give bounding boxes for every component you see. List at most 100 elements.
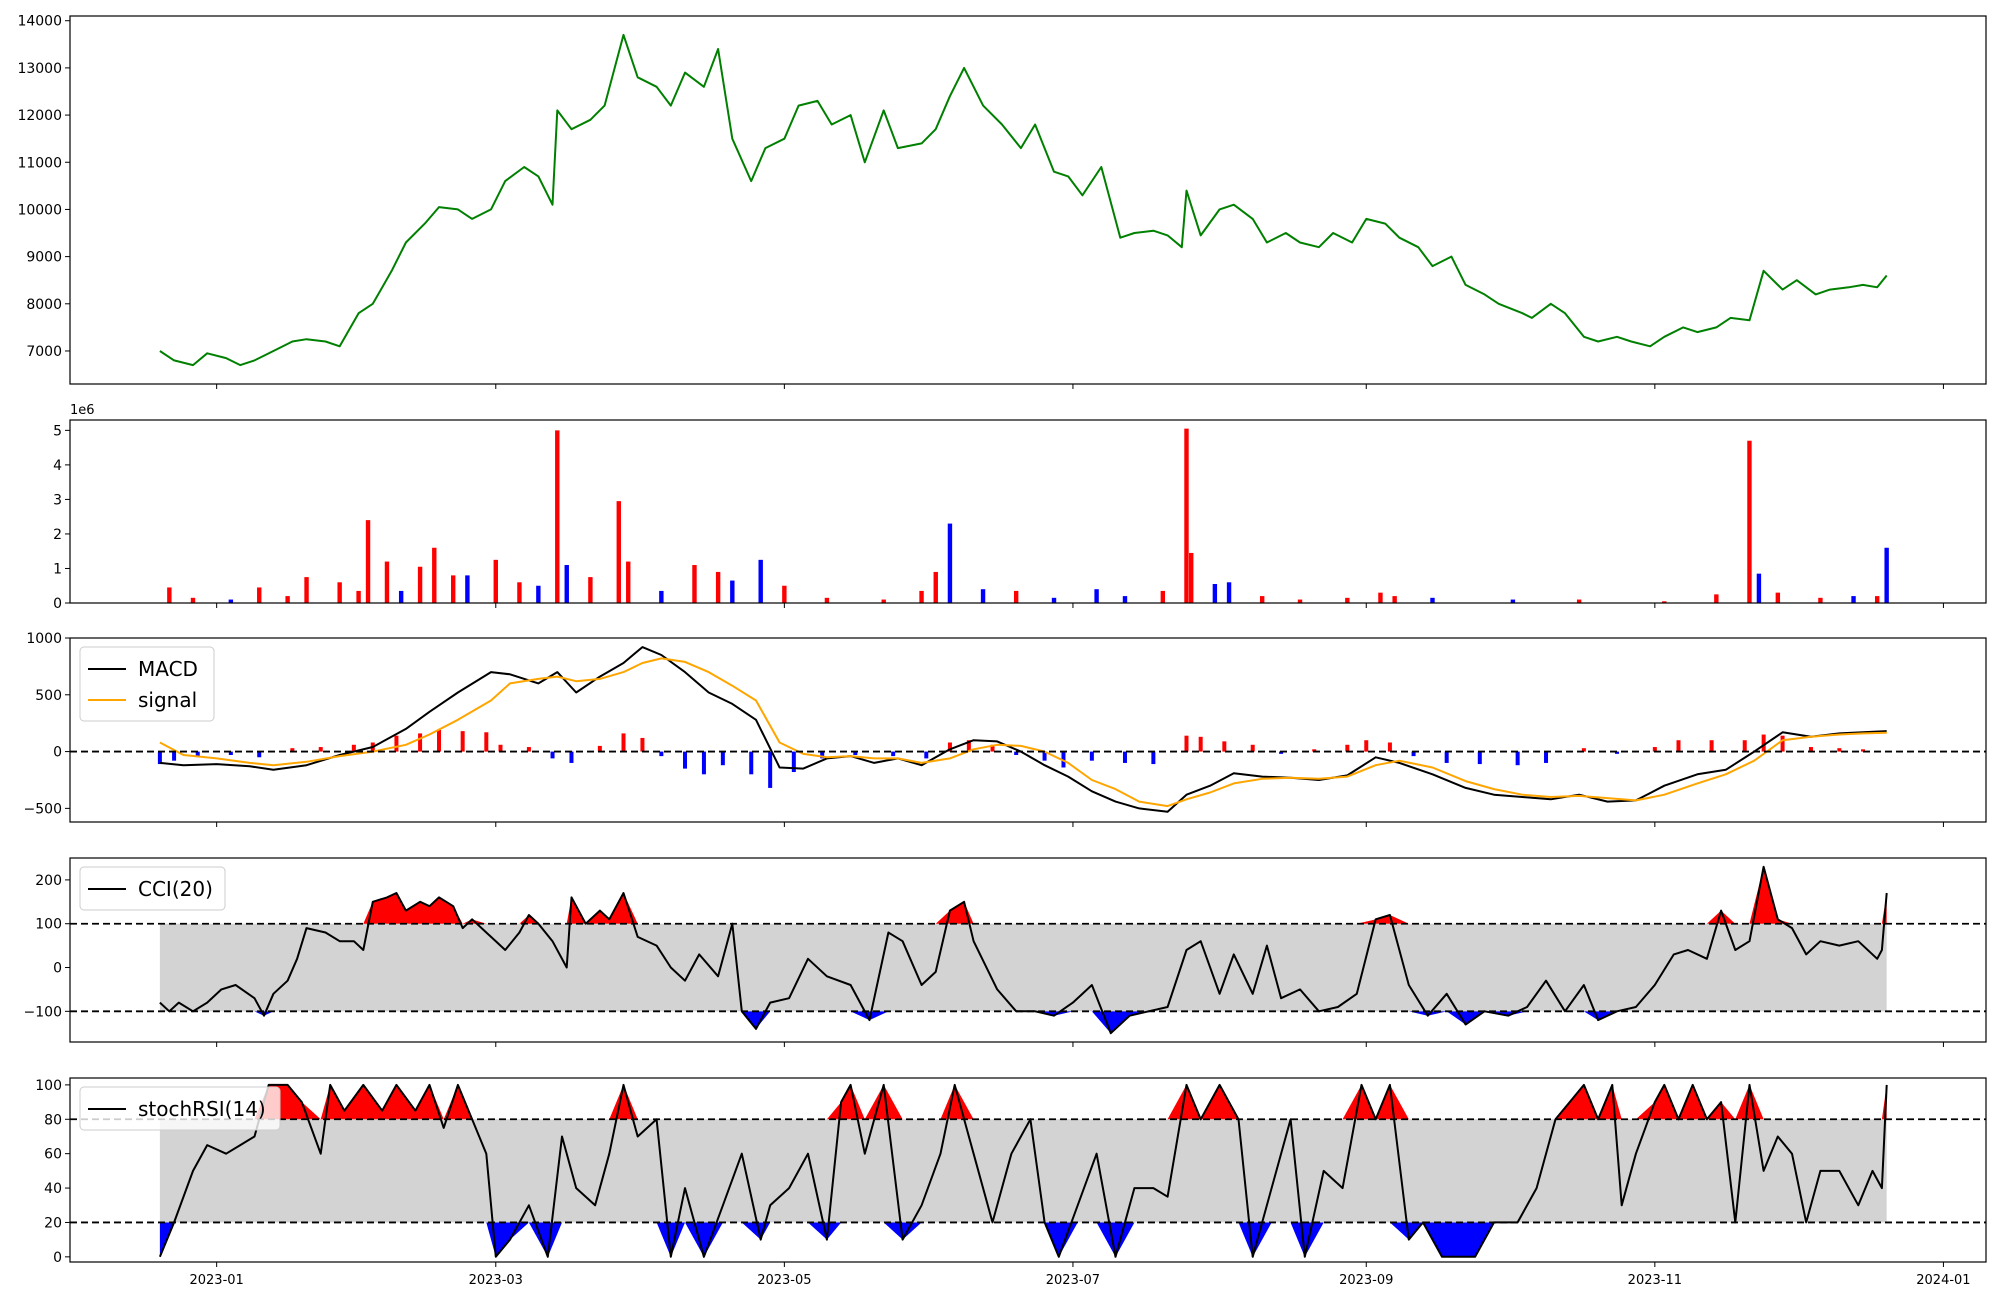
stochrsi-legend-label: stochRSI(14) [138, 1097, 266, 1121]
macd-histogram-bar [172, 751, 177, 761]
x-tick-label: 2023-05 [757, 1273, 811, 1288]
macd-series-line-0 [159, 646, 1887, 813]
cci-series-line-0 [159, 865, 1888, 1035]
volume-bar [588, 577, 593, 603]
cci-neutral-band [159, 923, 1887, 1012]
volume-bar [228, 599, 234, 603]
macd-y-tick-label: 500 [35, 688, 62, 704]
macd-histogram-bar [318, 747, 323, 752]
volume-bar [1212, 584, 1218, 603]
macd-histogram-bar [1014, 751, 1019, 755]
volume-y-tick-label: 0 [53, 596, 62, 612]
macd-histogram-bar [1709, 740, 1714, 752]
stochrsi-neutral-band [159, 1119, 1887, 1223]
volume-bar [616, 501, 621, 603]
macd-histogram-bar [1184, 735, 1189, 752]
volume-bar [1576, 599, 1582, 603]
volume-bar [398, 590, 404, 603]
macd-histogram-bar [1198, 736, 1203, 752]
macd-histogram-bar [1042, 751, 1047, 761]
macd-histogram-bar [1122, 751, 1127, 763]
macd-histogram-bar [394, 735, 399, 752]
price-y-tick-label: 14000 [17, 14, 62, 30]
volume-y-tick-label: 5 [53, 423, 62, 439]
macd-histogram-bar [990, 744, 995, 752]
volume-bar [356, 590, 361, 603]
price-y-tick-label: 10000 [17, 202, 62, 218]
volume-bar [1013, 590, 1019, 603]
volume-bar [1430, 597, 1435, 603]
stochrsi-oversold-fill [159, 1222, 1887, 1257]
volume-bar [417, 566, 423, 603]
macd-histogram-bar [1089, 751, 1094, 761]
volume-bar [384, 561, 390, 603]
cci-y-tick-label: 100 [35, 917, 62, 933]
macd-histogram-bar [257, 751, 262, 758]
macd-histogram-bar [195, 751, 200, 757]
volume-bar [1297, 599, 1303, 603]
macd-histogram-bar [820, 751, 825, 759]
cci-y-tick-label: −100 [24, 1004, 62, 1020]
volume-bar [167, 587, 172, 603]
volume-bar [1051, 597, 1057, 603]
volume-bar [1160, 590, 1166, 603]
macd-histogram-bar [1477, 751, 1482, 765]
volume-bar [758, 559, 763, 603]
volume-bar [337, 582, 342, 603]
volume-bar [881, 599, 886, 603]
macd-histogram-bar [1761, 734, 1766, 752]
macd-histogram-bar [749, 751, 754, 775]
macd-histogram-bar [640, 737, 645, 752]
volume-bar [1378, 592, 1383, 603]
volume-bar [980, 589, 986, 603]
volume-bar [919, 590, 924, 603]
stochrsi-y-tick-label: 20 [44, 1215, 62, 1231]
volume-bar [365, 520, 371, 603]
volume-bar [493, 559, 498, 603]
macd-histogram-bar [526, 747, 531, 752]
macd-histogram-bar [720, 751, 725, 766]
macd-histogram-bar [1581, 748, 1586, 752]
volume-bar [1884, 547, 1889, 603]
volume-bar [1392, 596, 1397, 603]
volume-y-tick-label: 3 [53, 492, 62, 508]
macd-y-tick-label: 0 [53, 745, 62, 761]
macd-y-tick-label: −500 [24, 801, 62, 817]
macd-histogram-bar [498, 744, 503, 752]
x-tick-label: 2024-01 [1916, 1273, 1970, 1288]
macd-histogram-bar [621, 733, 626, 752]
volume-bar [536, 585, 541, 603]
macd-histogram-bar [1279, 751, 1284, 754]
macd-histogram-bar [1411, 751, 1416, 757]
macd-histogram-bar [1444, 751, 1449, 763]
macd-histogram-bar [1387, 742, 1392, 752]
macd-histogram-bar [1061, 751, 1066, 768]
volume-bar [257, 587, 262, 603]
macd-histogram-bar [1151, 751, 1156, 765]
volume-bar [465, 575, 470, 603]
macd-histogram-bar [1544, 751, 1549, 763]
macd-histogram-bar [460, 731, 465, 752]
volume-bar [564, 565, 569, 603]
macd-histogram-bar [1250, 744, 1255, 752]
macd-histogram-bar [853, 751, 858, 755]
cci-y-tick-label: 200 [35, 873, 62, 889]
macd-histogram-bar [1614, 751, 1619, 754]
macd-histogram-bar [290, 748, 295, 752]
volume-bar [304, 577, 309, 603]
macd-histogram-bar [701, 751, 706, 775]
macd-histogram-bar [484, 732, 489, 752]
macd-histogram-bar [228, 751, 233, 755]
legend-layer: MACD signal CCI(20) stochRSI(14) [79, 646, 281, 1131]
volume-axes-frame [69, 419, 1987, 604]
volume-bar [451, 575, 456, 603]
volume-bar [1874, 596, 1880, 603]
macd-histogram-bar [1345, 744, 1350, 752]
cci-overbought-fill [159, 866, 1887, 924]
volume-bar [1662, 601, 1667, 603]
x-tick-label: 2023-01 [189, 1273, 243, 1288]
volume-bar [782, 585, 787, 603]
stochrsi-legend-box [79, 1086, 281, 1131]
